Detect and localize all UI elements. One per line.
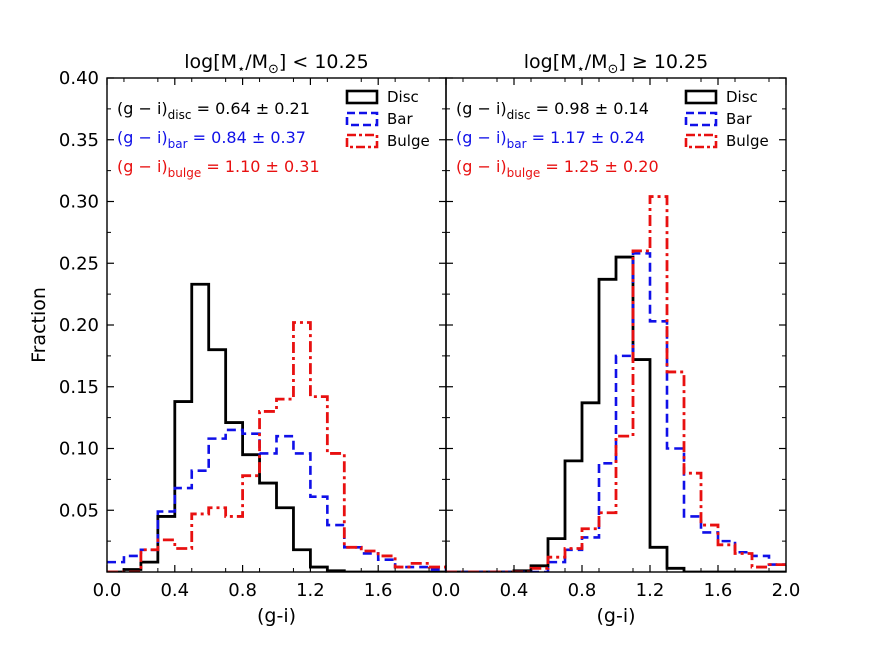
- y-tick-label: 0.25: [59, 253, 99, 274]
- stat-disc: (g − i)disc = 0.98 ± 0.14: [456, 99, 649, 122]
- x-tick-label: 0.4: [500, 580, 529, 601]
- series-bar-step: [446, 252, 786, 572]
- stat-disc: (g − i)disc = 0.64 ± 0.21: [117, 99, 310, 122]
- panel-title: log[M⋆/M⊙] ≥ 10.25: [524, 51, 708, 77]
- x-axis-label: (g-i): [257, 605, 296, 627]
- y-tick-label: 0.15: [59, 377, 99, 398]
- series-bar-step: [107, 428, 446, 571]
- y-tick-label: 0.40: [59, 68, 99, 89]
- x-tick-label: 0.4: [160, 580, 189, 601]
- panel-1: log[M⋆/M⊙] < 10.25 (g − i)disc = 0.64 ± 0…: [93, 51, 446, 627]
- legend-label-disc: Disc: [387, 88, 419, 106]
- panel-frame: [445, 77, 787, 573]
- legend-swatch-bulge: [345, 133, 379, 149]
- legend-swatch-bar: [684, 111, 718, 127]
- stat-bar: (g − i)bar = 0.84 ± 0.37: [117, 128, 306, 151]
- y-axis-label: Fraction: [28, 287, 50, 363]
- y-tick-label: 0.10: [59, 439, 99, 460]
- stat-bulge: (g − i)bulge = 1.25 ± 0.20: [456, 157, 659, 180]
- x-tick-label: 1.2: [296, 580, 325, 601]
- legend-label-bulge: Bulge: [726, 132, 769, 150]
- legend-label-bar: Bar: [726, 110, 752, 128]
- panel-2: log[M⋆/M⊙] ≥ 10.25 (g − i)disc = 0.98 ± 0…: [432, 51, 801, 627]
- panel-title: log[M⋆/M⊙] < 10.25: [184, 51, 368, 77]
- x-tick-label: 1.6: [364, 580, 393, 601]
- stat-bulge: (g − i)bulge = 1.10 ± 0.31: [117, 157, 320, 180]
- series-bulge-step: [107, 321, 446, 572]
- x-tick-label: 2.0: [772, 580, 801, 601]
- legend-swatch-disc: [345, 89, 379, 105]
- y-tick-label: 0.20: [59, 315, 99, 336]
- legend-swatch-disc: [684, 89, 718, 105]
- legend-label-disc: Disc: [726, 88, 758, 106]
- x-tick-label: 1.2: [636, 580, 665, 601]
- y-tick-label: 0.35: [59, 130, 99, 151]
- x-tick-label: 0.8: [228, 580, 257, 601]
- legend-label-bulge: Bulge: [387, 132, 430, 150]
- x-tick-label: 0.0: [432, 580, 461, 601]
- stat-bar: (g − i)bar = 1.17 ± 0.24: [456, 128, 645, 151]
- legend-label-bar: Bar: [387, 110, 413, 128]
- x-tick-label: 1.6: [704, 580, 733, 601]
- y-tick-label: 0.05: [59, 500, 99, 521]
- x-tick-label: 0.0: [93, 580, 122, 601]
- legend-swatch-bulge: [684, 133, 718, 149]
- x-axis-label: (g-i): [596, 605, 635, 627]
- x-tick-label: 0.8: [568, 580, 597, 601]
- legend-swatch-bar: [345, 111, 379, 127]
- y-tick-label: 0.30: [59, 192, 99, 213]
